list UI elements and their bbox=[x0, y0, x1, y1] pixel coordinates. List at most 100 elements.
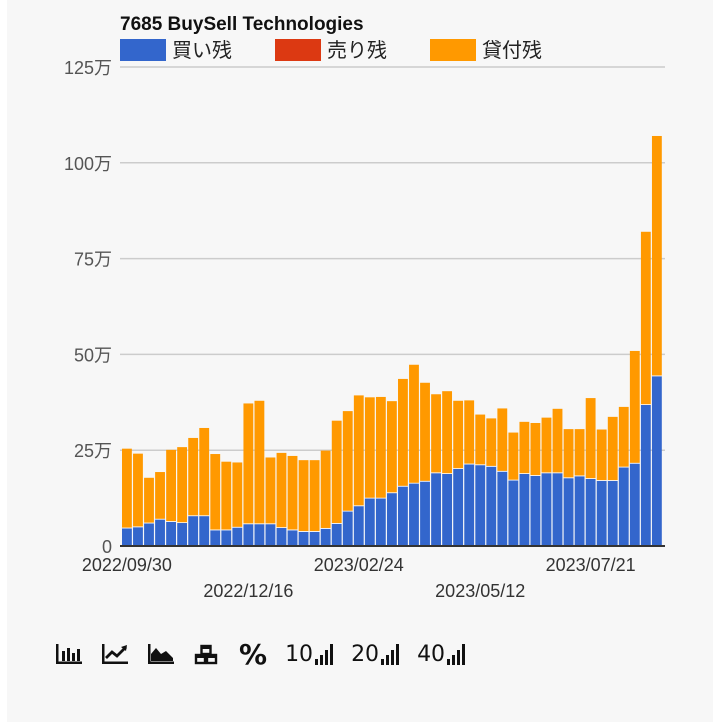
sell-bar-segment bbox=[618, 466, 629, 468]
line-chart-button[interactable] bbox=[101, 636, 129, 672]
line-chart-icon bbox=[102, 644, 128, 664]
lend-bar-segment bbox=[541, 417, 552, 473]
lend-bar-segment bbox=[232, 462, 243, 527]
lend-bar-segment bbox=[453, 400, 464, 469]
y-tick-label: 125万 bbox=[64, 58, 112, 78]
buy-bar-segment bbox=[331, 523, 342, 546]
range-20-button[interactable]: 20 bbox=[351, 636, 400, 672]
x-tick-label: 2022/09/30 bbox=[82, 555, 172, 575]
sell-bar-segment bbox=[199, 515, 210, 517]
sell-bar-segment bbox=[420, 480, 430, 482]
x-axis-ticks: 2022/09/30 2022/12/16 2023/02/24 2023/05/12… bbox=[82, 555, 636, 601]
lend-bar-segment bbox=[563, 429, 574, 478]
range-10-button[interactable]: 10 bbox=[285, 636, 334, 672]
buy-bar-segment bbox=[210, 530, 221, 546]
buy-bar-segment bbox=[398, 486, 408, 546]
sell-bar-segment bbox=[640, 404, 651, 405]
bar-chart-button[interactable] bbox=[55, 636, 83, 672]
buy-bar-segment bbox=[232, 527, 243, 546]
buy-bar-segment bbox=[133, 527, 143, 546]
legend-item[interactable]: 売り残 bbox=[275, 39, 387, 62]
lend-bar-segment bbox=[486, 418, 497, 466]
range-40-button[interactable]: 40 bbox=[417, 636, 466, 672]
buy-bar-segment bbox=[475, 465, 486, 546]
lend-bar-segment bbox=[552, 408, 563, 473]
sell-bar-segment bbox=[486, 465, 497, 467]
sell-bar-segment bbox=[353, 505, 364, 507]
sell-bar-segment bbox=[375, 497, 386, 499]
legend-item[interactable]: 貸付残 bbox=[430, 39, 542, 62]
lend-bar-segment bbox=[596, 429, 607, 481]
stacked-button[interactable] bbox=[193, 636, 221, 672]
lend-bar-segment bbox=[508, 432, 519, 480]
y-axis-ticks: 0 25万 50万 75万 100万 125万 bbox=[64, 58, 112, 557]
y-tick-label: 0 bbox=[102, 537, 112, 557]
bar-chart-icon bbox=[56, 644, 82, 664]
lend-bar-segment bbox=[386, 401, 397, 493]
legend-swatch bbox=[275, 39, 321, 61]
buy-bar-segment bbox=[409, 483, 419, 546]
sell-bar-segment bbox=[221, 529, 232, 531]
buy-bar-segment bbox=[552, 473, 563, 546]
percent-button[interactable]: % bbox=[239, 636, 267, 672]
sell-bar-segment bbox=[519, 473, 530, 474]
buy-bar-segment bbox=[585, 478, 596, 546]
buy-bar-segment bbox=[287, 530, 298, 546]
legend: 買い残 売り残 貸付残 bbox=[120, 39, 542, 62]
lend-bar-segment bbox=[265, 457, 276, 524]
buy-bar-segment bbox=[309, 531, 320, 546]
sell-bar-segment bbox=[508, 479, 519, 481]
lend-bar-segment bbox=[199, 427, 210, 516]
sell-bar-segment bbox=[243, 523, 254, 525]
buy-bar-segment bbox=[629, 463, 640, 546]
buy-bar-segment bbox=[596, 480, 607, 546]
sell-bar-segment bbox=[177, 522, 188, 524]
buy-bar-segment bbox=[563, 478, 574, 546]
lend-bar-segment bbox=[519, 421, 530, 474]
sell-bar-segment bbox=[254, 523, 265, 525]
percent-icon: % bbox=[239, 637, 268, 671]
lend-bar-segment bbox=[177, 447, 188, 523]
lend-bar-segment bbox=[585, 398, 596, 479]
lend-bar-segment bbox=[364, 397, 375, 498]
sell-bar-segment bbox=[287, 529, 298, 531]
sell-bar-segment bbox=[166, 521, 176, 522]
sell-bar-segment bbox=[309, 531, 320, 532]
lend-bar-segment bbox=[530, 422, 541, 476]
buy-bar-segment bbox=[431, 473, 441, 546]
buy-bar-segment bbox=[464, 464, 475, 546]
sell-bar-segment bbox=[276, 527, 287, 528]
lend-bar-segment bbox=[210, 454, 221, 530]
sell-bar-segment bbox=[442, 473, 453, 474]
signal-bars-icon bbox=[447, 644, 466, 665]
buy-bar-segment bbox=[519, 473, 530, 546]
sell-bar-segment bbox=[585, 478, 596, 479]
buy-bar-segment bbox=[364, 498, 375, 546]
buy-bar-segment bbox=[651, 376, 662, 546]
sell-bar-segment bbox=[188, 515, 199, 517]
legend-label: 貸付残 bbox=[482, 39, 542, 62]
legend-item[interactable]: 買い残 bbox=[120, 39, 232, 62]
buy-bar-segment bbox=[342, 511, 353, 546]
range-20-label: 20 bbox=[351, 641, 380, 667]
buy-bar-segment bbox=[276, 527, 287, 546]
area-chart-icon bbox=[148, 644, 174, 664]
lend-bar-segment bbox=[144, 477, 154, 523]
sell-bar-segment bbox=[331, 523, 342, 524]
lend-bar-segment bbox=[574, 429, 585, 476]
x-tick-label: 2023/05/12 bbox=[435, 581, 525, 601]
range-40-label: 40 bbox=[417, 641, 446, 667]
buy-bar-segment bbox=[486, 466, 497, 546]
buy-bar-segment bbox=[122, 528, 132, 546]
sell-bar-segment bbox=[364, 497, 375, 499]
sell-bar-segment bbox=[651, 375, 662, 377]
area-chart-button[interactable] bbox=[147, 636, 175, 672]
sell-bar-segment bbox=[133, 526, 143, 528]
lend-bar-segment bbox=[398, 378, 408, 486]
legend-swatch bbox=[430, 39, 476, 61]
lend-bar-segment bbox=[320, 450, 331, 528]
chart-card bbox=[7, 0, 713, 722]
buy-bar-segment bbox=[353, 506, 364, 546]
stacked-bar-chart: 7685 BuySell Technologies 買い残 売り残 貸付残 0 25万… bbox=[64, 14, 665, 601]
buy-bar-segment bbox=[320, 528, 331, 546]
